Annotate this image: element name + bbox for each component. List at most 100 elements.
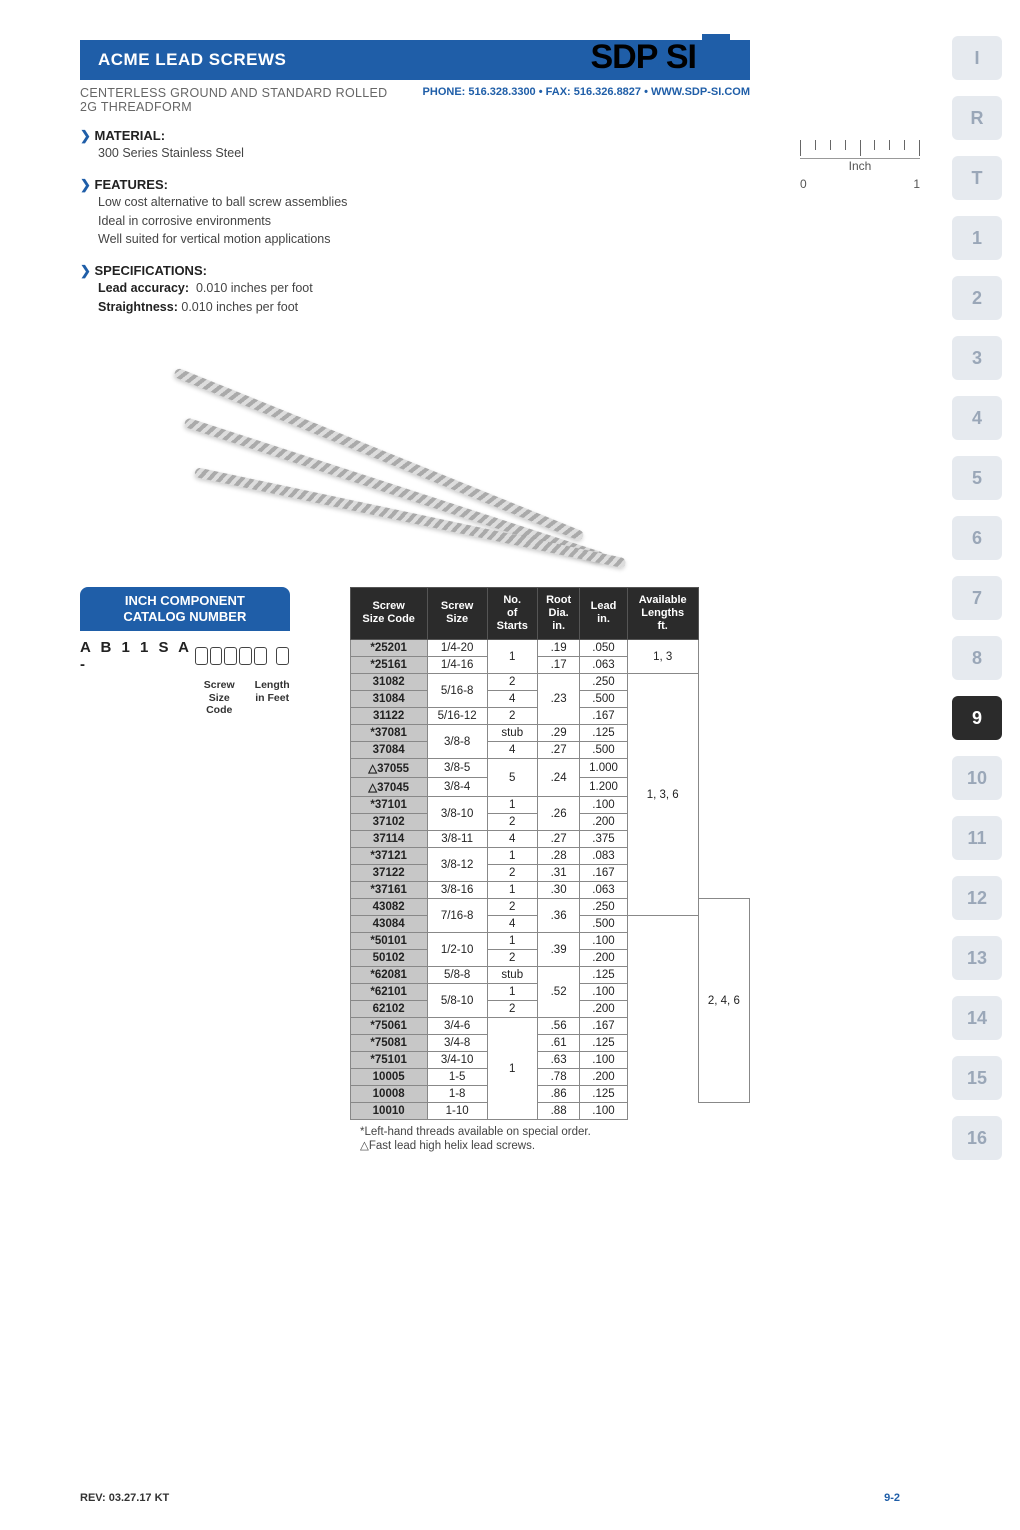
table-cell: stub (487, 967, 537, 984)
table-cell: 4 (487, 831, 537, 848)
ruler-label: Inch (800, 159, 920, 173)
page-title: ACME LEAD SCREWS (98, 50, 286, 70)
table-cell: 37122 (350, 865, 427, 882)
section-tab-1[interactable]: 1 (952, 216, 1002, 260)
table-cell: 1 (487, 984, 537, 1001)
table-cell: 1.200 (580, 778, 627, 797)
table-row: 100081-8.86.125 (350, 1086, 749, 1103)
section-tab-I[interactable]: I (952, 36, 1002, 80)
table-cell: 2 (487, 1001, 537, 1018)
section-tab-13[interactable]: 13 (952, 936, 1002, 980)
catnum-heading: INCH COMPONENT CATALOG NUMBER (80, 587, 290, 632)
table-cell: .86 (537, 1086, 580, 1103)
title-bar: ACME LEAD SCREWS SDP/SI (80, 40, 750, 80)
table-cell: 1 (487, 1018, 537, 1120)
table-row: *252011/4-201.19.0501, 3 (350, 640, 749, 657)
catnum-label-length: Length in Feet (255, 679, 290, 717)
table-cell: 1-5 (427, 1069, 487, 1086)
table-cell: 3/4-10 (427, 1052, 487, 1069)
table-cell: 2, 4, 6 (698, 899, 749, 1103)
table-cell: 5/8-10 (427, 984, 487, 1018)
section-tab-3[interactable]: 3 (952, 336, 1002, 380)
table-cell: 3/8-4 (427, 778, 487, 797)
section-tab-15[interactable]: 15 (952, 1056, 1002, 1100)
section-tab-R[interactable]: R (952, 96, 1002, 140)
section-tab-T[interactable]: T (952, 156, 1002, 200)
ruler-end: 1 (913, 177, 920, 191)
section-tab-6[interactable]: 6 (952, 516, 1002, 560)
subheader-left: CENTERLESS GROUND AND STANDARD ROLLED 2G… (80, 86, 387, 114)
section-tab-9[interactable]: 9 (952, 696, 1002, 740)
table-cell: .28 (537, 848, 580, 865)
table-row: 310825/16-82.23.2501, 3, 6 (350, 674, 749, 691)
table-cell: .52 (537, 967, 580, 1018)
section-tab-16[interactable]: 16 (952, 1116, 1002, 1160)
table-cell: △37045 (350, 778, 427, 797)
table-cell: 31122 (350, 708, 427, 725)
table-row: *750613/4-61.56.167 (350, 1018, 749, 1035)
contact-line: PHONE: 516.328.3300 • FAX: 516.326.8827 … (423, 86, 750, 114)
table-cell: .39 (537, 933, 580, 967)
table-cell: .200 (580, 950, 627, 967)
table-cell: .61 (537, 1035, 580, 1052)
catnum-head-l1: INCH COMPONENT (125, 593, 245, 608)
table-cell: 37114 (350, 831, 427, 848)
table-cell: .063 (580, 882, 627, 899)
table-cell: 3/8-10 (427, 797, 487, 831)
table-cell: *75101 (350, 1052, 427, 1069)
logo-text: SDP/SI (591, 38, 697, 77)
section-tab-12[interactable]: 12 (952, 876, 1002, 920)
table-row: 100101-10.88.100 (350, 1103, 749, 1120)
section-tab-2[interactable]: 2 (952, 276, 1002, 320)
section-tab-14[interactable]: 14 (952, 996, 1002, 1040)
table-header: Leadin. (580, 587, 627, 640)
table-cell: 31084 (350, 691, 427, 708)
table-row: *751013/4-10.63.100 (350, 1052, 749, 1069)
table-cell: .500 (580, 691, 627, 708)
table-cell: .56 (537, 1018, 580, 1035)
section-tab-7[interactable]: 7 (952, 576, 1002, 620)
table-cell: *75061 (350, 1018, 427, 1035)
table-cell: .125 (580, 967, 627, 984)
section-tab-8[interactable]: 8 (952, 636, 1002, 680)
table-cell: .125 (580, 1035, 627, 1052)
table-cell: .200 (580, 1001, 627, 1018)
footnote-line: *Left-hand threads available on special … (360, 1126, 750, 1138)
table-cell: .200 (580, 814, 627, 831)
table-cell: .26 (537, 797, 580, 831)
screw-illustration (194, 467, 626, 568)
table-cell: .063 (580, 657, 627, 674)
table-cell: 10010 (350, 1103, 427, 1120)
catnum-labels: Screw Size Code Length in Feet (80, 679, 290, 717)
section-tab-5[interactable]: 5 (952, 456, 1002, 500)
table-row: *501011/2-101.39.100 (350, 933, 749, 950)
table-cell: 1/4-20 (427, 640, 487, 657)
table-cell: 1 (487, 640, 537, 674)
section-tab-10[interactable]: 10 (952, 756, 1002, 800)
table-cell: 4 (487, 742, 537, 759)
table-cell: 5/8-8 (427, 967, 487, 984)
table-cell: 2 (487, 814, 537, 831)
straight-label: Straightness: (98, 300, 178, 314)
table-cell: 7/16-8 (427, 899, 487, 933)
table-cell: *37121 (350, 848, 427, 865)
table-cell: .125 (580, 1086, 627, 1103)
inch-ruler: Inch 0 1 (800, 140, 920, 191)
logo-suffix: SI (666, 38, 696, 76)
section-tab-11[interactable]: 11 (952, 816, 1002, 860)
table-cell: .167 (580, 865, 627, 882)
table-cell: △37055 (350, 759, 427, 778)
table-cell: 50102 (350, 950, 427, 967)
ruler-start: 0 (800, 177, 807, 191)
section-tab-4[interactable]: 4 (952, 396, 1002, 440)
table-cell: 10005 (350, 1069, 427, 1086)
table-cell: .36 (537, 899, 580, 933)
table-cell: .63 (537, 1052, 580, 1069)
feature-line: Ideal in corrosive environments (98, 212, 750, 231)
table-row: *750813/4-8.61.125 (350, 1035, 749, 1052)
table-cell: .050 (580, 640, 627, 657)
table-cell: .31 (537, 865, 580, 882)
table-row: *620815/8-8stub.52.125 (350, 967, 749, 984)
table-cell: .17 (537, 657, 580, 674)
table-cell: .100 (580, 1103, 627, 1120)
